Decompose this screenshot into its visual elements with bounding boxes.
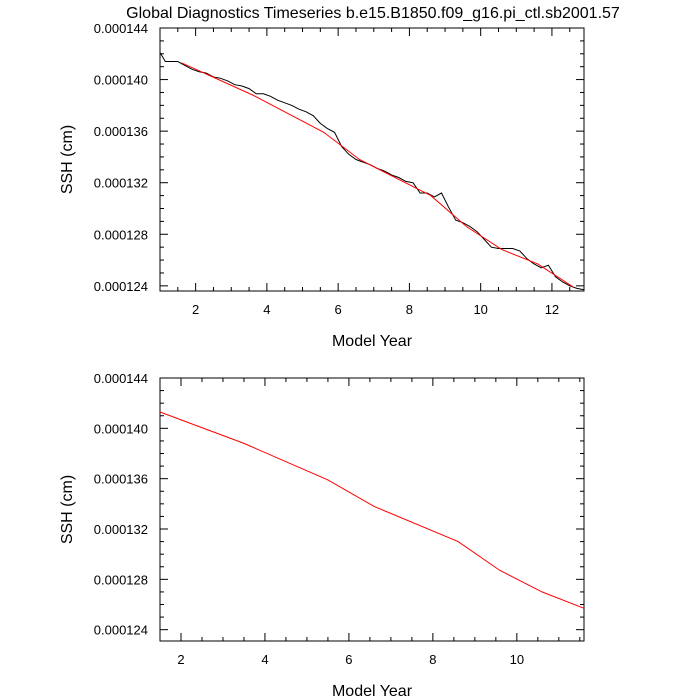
chart-title: Global Diagnostics Timeseries b.e15.B185… — [126, 5, 620, 22]
y-tick-label: 0.000144 — [94, 21, 148, 36]
y-tick-label: 0.000132 — [94, 176, 148, 191]
x-tick-label: 10 — [510, 652, 524, 667]
series-line-0 — [159, 411, 585, 609]
y-tick-label: 0.000124 — [94, 279, 148, 294]
y-axis-label: SSH (cm) — [59, 475, 76, 544]
x-tick-label: 2 — [192, 302, 199, 317]
top-panel: 2 4 6 8 10 12 0.000124 0.000128 0.000132 0.000136… — [59, 21, 585, 350]
x-tick-label: 2 — [177, 652, 184, 667]
y-tick-label: 0.000128 — [94, 572, 148, 587]
x-axis-label: Model Year — [332, 683, 413, 700]
series-line-1 — [181, 62, 574, 288]
y-tick-label: 0.000144 — [94, 371, 148, 386]
y-tick-label: 0.000140 — [94, 421, 148, 436]
series-line-0 — [159, 52, 585, 291]
y-tick-label: 0.000128 — [94, 227, 148, 242]
y-axis-label: SSH (cm) — [59, 125, 76, 194]
plot-frame — [159, 27, 585, 292]
plot-frame — [159, 377, 585, 642]
y-tick-label: 0.000136 — [94, 472, 148, 487]
bottom-panel: 2 4 6 8 10 0.000124 0.000128 0.000132 0.000136 0.… — [59, 371, 585, 700]
x-tick-label: 10 — [473, 302, 487, 317]
y-tick-label: 0.000132 — [94, 522, 148, 537]
y-tick-label: 0.000136 — [94, 124, 148, 139]
x-axis-label: Model Year — [332, 333, 413, 350]
x-tick-label: 12 — [545, 302, 559, 317]
x-tick-label: 6 — [335, 302, 342, 317]
x-tick-label: 4 — [263, 302, 270, 317]
x-tick-label: 8 — [429, 652, 436, 667]
y-tick-label: 0.000124 — [94, 623, 148, 638]
x-tick-label: 6 — [345, 652, 352, 667]
x-tick-label: 4 — [261, 652, 268, 667]
y-tick-label: 0.000140 — [94, 73, 148, 88]
x-tick-label: 8 — [406, 302, 413, 317]
